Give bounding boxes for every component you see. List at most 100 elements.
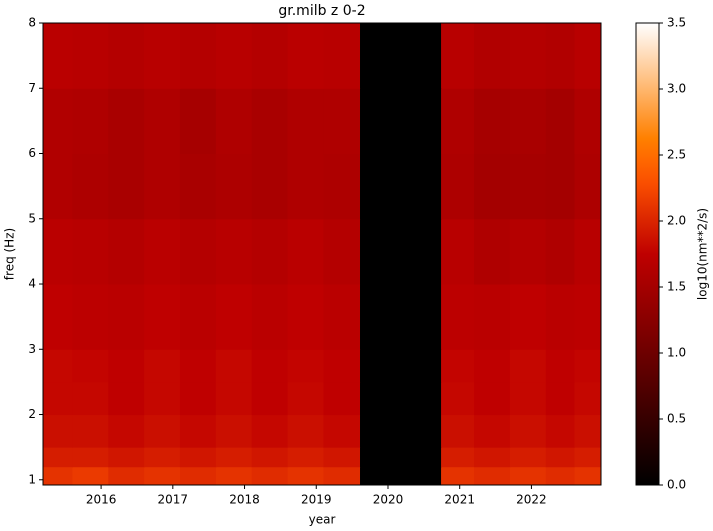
heatmap-cell [509, 153, 547, 220]
heatmap-cell [251, 23, 289, 89]
heatmap-cell [251, 218, 289, 285]
heatmap-cell [323, 23, 361, 89]
heatmap-cell [509, 88, 547, 155]
heatmap-cell [441, 218, 475, 285]
heatmap-cell [323, 381, 361, 416]
heatmap-cell [545, 284, 575, 350]
heatmap-cell [251, 349, 289, 383]
heatmap-cell [287, 88, 324, 155]
heatmap-cell [215, 466, 253, 486]
heatmap-cell [144, 447, 181, 468]
heatmap-cell [43, 284, 73, 350]
heatmap-cell [144, 284, 181, 350]
heatmap-cell [72, 414, 109, 448]
heatmap-cell [441, 23, 475, 89]
heatmap-cell [144, 218, 181, 285]
heatmap-cell [144, 88, 181, 155]
heatmap-cell [179, 414, 217, 448]
heatmap-cell [474, 381, 511, 416]
heatmap-cell [474, 414, 511, 448]
heatmap-cell [574, 88, 602, 155]
heatmap-cell [545, 23, 575, 89]
heatmap-cell [108, 466, 145, 486]
heatmap-cell [108, 447, 145, 468]
heatmap-cell [215, 349, 253, 383]
heatmap-cell [72, 88, 109, 155]
heatmap-cell [287, 218, 324, 285]
heatmap-cell [179, 447, 217, 468]
heatmap-cell [360, 381, 442, 416]
heatmap-cell [360, 153, 442, 220]
heatmap-cell [545, 466, 575, 486]
heatmap-cell [441, 153, 475, 220]
heatmap-cell [441, 284, 475, 350]
heatmap-cell [323, 414, 361, 448]
heatmap-cell [287, 414, 324, 448]
colorbar-tick-label: 0.0 [667, 478, 686, 492]
heatmap-cell [251, 153, 289, 220]
heatmap-cell [287, 466, 324, 486]
heatmap-cell [360, 466, 442, 486]
heatmap-cell [215, 218, 253, 285]
heatmap-cell [215, 414, 253, 448]
heatmap-cell [43, 466, 73, 486]
heatmap-cell [323, 153, 361, 220]
heatmap-cell [144, 349, 181, 383]
heatmap-cell [179, 284, 217, 350]
colorbar [635, 22, 660, 486]
heatmap-cell [323, 447, 361, 468]
heatmap-cell [215, 284, 253, 350]
heatmap-cell [43, 414, 73, 448]
heatmap-cell [287, 153, 324, 220]
x-tick-label: 2022 [516, 493, 547, 507]
heatmap-cell [545, 153, 575, 220]
heatmap-cell [574, 414, 602, 448]
heatmap-cell [323, 88, 361, 155]
plot-frame [42, 22, 602, 486]
y-tick-label: 1 [28, 472, 36, 486]
x-tick-label: 2019 [301, 493, 332, 507]
heatmap-cell [108, 153, 145, 220]
heatmap-cell [509, 218, 547, 285]
heatmap-cell [574, 447, 602, 468]
chart-title: gr.milb z 0-2 [278, 3, 365, 19]
heatmap-cell [287, 349, 324, 383]
heatmap-cell [474, 284, 511, 350]
heatmap-cell [215, 88, 253, 155]
heatmap-cell [574, 153, 602, 220]
heatmap-cell [509, 466, 547, 486]
heatmap-cell [574, 218, 602, 285]
heatmap-cell [215, 447, 253, 468]
heatmap-cell [179, 349, 217, 383]
y-tick-label: 5 [28, 211, 36, 225]
x-tick-label: 2018 [229, 493, 260, 507]
colorbar-tick-label: 1.5 [667, 280, 686, 294]
heatmap-cell [287, 447, 324, 468]
x-tick-label: 2021 [444, 493, 475, 507]
heatmap-cell [574, 466, 602, 486]
heatmap-cell [144, 153, 181, 220]
colorbar-tick-label: 1.0 [667, 346, 686, 360]
heatmap-cell [251, 466, 289, 486]
heatmap-cell [72, 153, 109, 220]
x-tick-label: 2017 [158, 493, 189, 507]
y-tick-label: 6 [28, 146, 36, 160]
heatmap-cell [474, 349, 511, 383]
heatmap-cell [474, 447, 511, 468]
heatmap-cell [441, 88, 475, 155]
heatmap-cell [360, 218, 442, 285]
heatmap-cell [360, 447, 442, 468]
heatmap-cell [215, 153, 253, 220]
heatmap-cell [72, 381, 109, 416]
heatmap-cell [179, 466, 217, 486]
heatmap-cell [474, 466, 511, 486]
heatmap-cell [360, 284, 442, 350]
colorbar-tick-label: 3.0 [667, 82, 686, 96]
heatmap-cell [360, 349, 442, 383]
heatmap-cell [323, 349, 361, 383]
heatmap-cell [72, 349, 109, 383]
colorbar-tick-label: 2.5 [667, 148, 686, 162]
heatmap-cell [574, 349, 602, 383]
heatmap-cell [251, 284, 289, 350]
